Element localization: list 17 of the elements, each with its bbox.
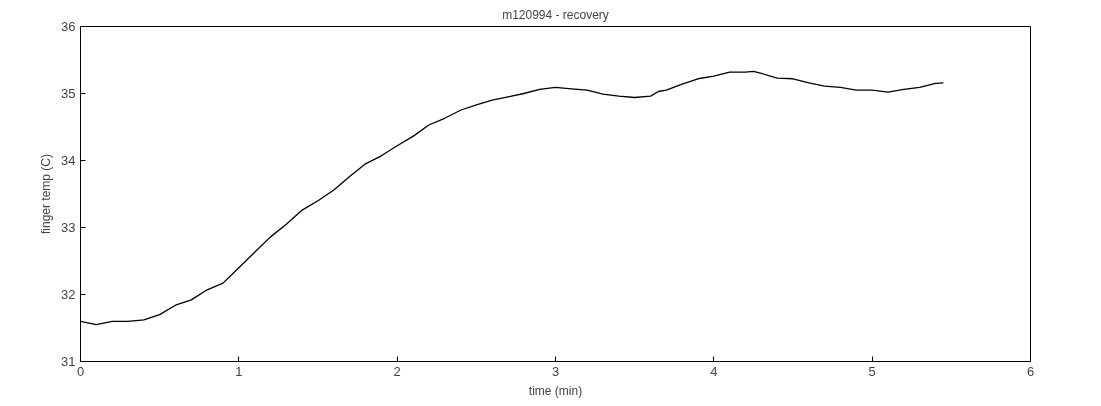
y-tick-label: 35 <box>61 86 76 101</box>
x-tick-label: 1 <box>235 363 243 379</box>
y-tick-label: 34 <box>61 153 76 168</box>
chart-title: m120994 - recovery <box>502 7 609 22</box>
x-tick-label: 2 <box>393 363 401 379</box>
x-tick-label: 5 <box>868 363 876 379</box>
line-series <box>80 70 945 326</box>
y-tick-label: 36 <box>61 19 76 34</box>
y-axis-title: finger temp (C) <box>39 153 54 235</box>
x-tick-label: 6 <box>1026 363 1035 379</box>
x-axis-title: time (min) <box>528 383 583 398</box>
x-tick-label: 0 <box>76 363 85 379</box>
y-tick-label: 32 <box>61 287 76 302</box>
y-tick-label: 33 <box>61 220 76 235</box>
x-tick-label: 3 <box>551 363 560 379</box>
y-tick-label: 31 <box>61 354 76 369</box>
x-tick-label: 4 <box>710 363 718 379</box>
